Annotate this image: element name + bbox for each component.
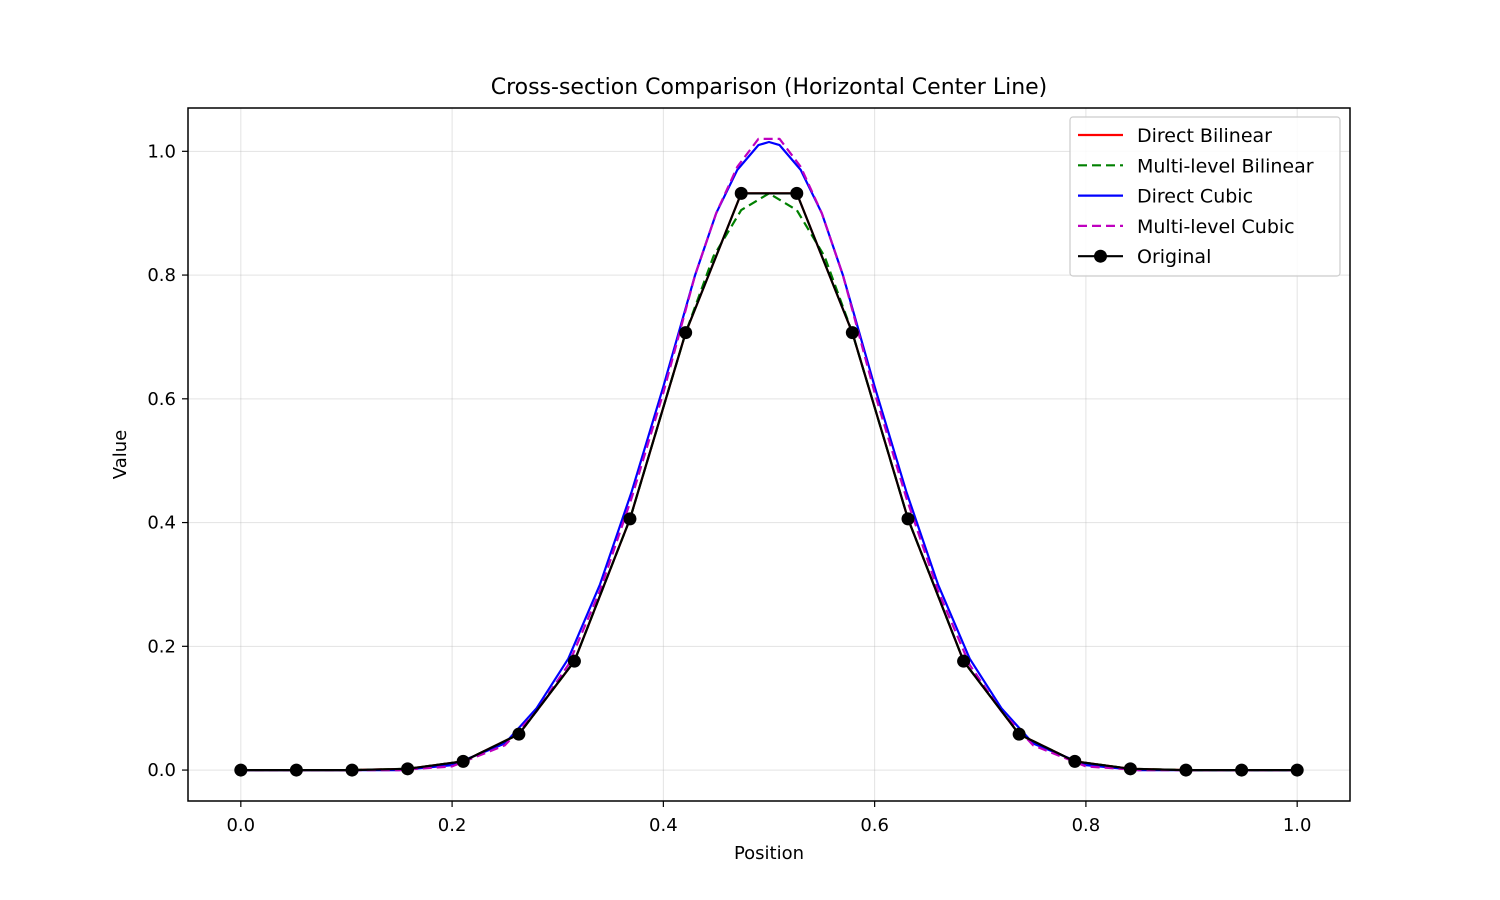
series-line <box>240 140 1298 772</box>
y-tick-label: 0.2 <box>147 636 176 657</box>
data-point <box>623 512 637 526</box>
legend: Direct Bilinear Multi-level Bilinear Direc… <box>1069 116 1341 277</box>
legend-label: Original <box>1137 246 1211 268</box>
data-point <box>234 763 248 777</box>
x-tick-label: 0.6 <box>860 815 889 836</box>
data-point <box>901 512 915 526</box>
legend-marker <box>1094 249 1107 263</box>
legend-item: Multi-level Cubic <box>1078 216 1295 238</box>
series-direct-cubic <box>240 140 1298 772</box>
ticks: 0.0 0.2 0.4 0.6 0.8 1.0 0.0 0.2 0.4 0.6 0.8 1.0 <box>147 141 1311 836</box>
data-point <box>1179 763 1193 777</box>
x-tick-label: 0.0 <box>226 815 255 836</box>
data-point <box>456 754 470 768</box>
data-point <box>401 762 415 776</box>
data-point <box>957 654 971 668</box>
data-point <box>845 326 859 340</box>
y-tick-label: 0.4 <box>147 513 176 534</box>
legend-item: Original <box>1078 246 1211 268</box>
series-line <box>240 192 1298 772</box>
data-point <box>1012 727 1026 741</box>
plot-frame <box>187 107 1351 802</box>
y-tick-label: 0.0 <box>147 760 176 781</box>
legend-item: Direct Bilinear <box>1078 125 1272 147</box>
data-point <box>512 727 526 741</box>
legend-label: Multi-level Cubic <box>1137 216 1295 238</box>
series-multi-level-cubic <box>240 137 1298 772</box>
data-point <box>289 763 303 777</box>
data-point <box>345 763 359 777</box>
data-point <box>790 186 804 200</box>
y-tick-label: 0.6 <box>147 389 176 410</box>
data-point <box>734 186 748 200</box>
x-tick-label: 0.8 <box>1072 815 1101 836</box>
x-tick-label: 0.2 <box>438 815 467 836</box>
data-point <box>1235 763 1249 777</box>
chart-title: Cross-section Comparison (Horizontal Cen… <box>491 75 1048 100</box>
data-point <box>1123 762 1137 776</box>
series-original <box>234 186 1304 777</box>
data-point <box>1290 763 1304 777</box>
x-tick-label: 1.0 <box>1283 815 1312 836</box>
y-axis-title: Value <box>110 430 131 479</box>
legend-box <box>1069 116 1341 277</box>
data-point <box>679 326 693 340</box>
x-tick-label: 0.4 <box>649 815 678 836</box>
data-point <box>567 654 581 668</box>
legend-item: Direct Cubic <box>1078 186 1253 208</box>
legend-label: Direct Bilinear <box>1137 125 1272 147</box>
legend-label: Multi-level Bilinear <box>1137 155 1314 177</box>
data-point <box>1068 754 1082 768</box>
series-layer <box>234 137 1304 777</box>
y-tick-label: 1.0 <box>147 141 176 162</box>
y-tick-label: 0.8 <box>147 265 176 286</box>
legend-label: Direct Cubic <box>1137 186 1253 208</box>
series-line <box>240 137 1298 772</box>
x-axis-title: Position <box>734 843 804 864</box>
legend-item: Multi-level Bilinear <box>1078 155 1314 177</box>
